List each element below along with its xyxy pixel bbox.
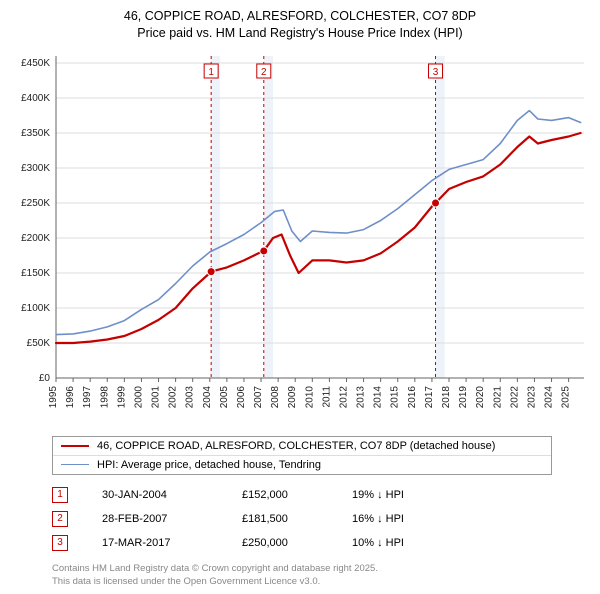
legend-label: 46, COPPICE ROAD, ALRESFORD, COLCHESTER,… (97, 440, 495, 452)
svg-text:2000: 2000 (133, 385, 144, 408)
svg-text:2019: 2019 (458, 385, 469, 408)
title-line-1: 46, COPPICE ROAD, ALRESFORD, COLCHESTER,… (10, 8, 590, 25)
event-date: 30-JAN-2004 (102, 489, 242, 501)
title-line-2: Price paid vs. HM Land Registry's House … (10, 25, 590, 42)
svg-text:2024: 2024 (544, 385, 555, 408)
svg-text:2018: 2018 (441, 385, 452, 408)
event-delta: 19% ↓ HPI (352, 489, 552, 501)
svg-text:£350K: £350K (21, 128, 50, 139)
footer: Contains HM Land Registry data © Crown c… (52, 563, 590, 589)
svg-text:£200K: £200K (21, 233, 50, 244)
event-row: 1 30-JAN-2004£152,00019% ↓ HPI (52, 483, 552, 507)
svg-text:2025: 2025 (561, 385, 572, 408)
svg-text:2015: 2015 (390, 385, 401, 408)
svg-text:2009: 2009 (287, 385, 298, 408)
chart-svg: £0 £50K £100K £150K £200K £250K £300K £350K £400… (10, 48, 590, 428)
svg-text:2020: 2020 (475, 385, 486, 408)
footer-line-1: Contains HM Land Registry data © Crown c… (52, 563, 590, 576)
svg-text:£300K: £300K (21, 163, 50, 174)
svg-text:2: 2 (261, 67, 267, 78)
event-number-box: 3 (52, 535, 68, 551)
svg-text:£450K: £450K (21, 58, 50, 69)
event-price: £152,000 (242, 489, 352, 501)
legend-row: HPI: Average price, detached house, Tend… (53, 455, 551, 474)
events-table: 1 30-JAN-2004£152,00019% ↓ HPI 2 28-FEB-200… (52, 483, 552, 555)
svg-text:£400K: £400K (21, 93, 50, 104)
svg-text:1999: 1999 (116, 385, 127, 408)
chart-container: 46, COPPICE ROAD, ALRESFORD, COLCHESTER,… (0, 0, 600, 594)
svg-text:2001: 2001 (151, 385, 162, 408)
svg-text:1996: 1996 (65, 385, 76, 408)
event-date: 17-MAR-2017 (102, 537, 242, 549)
svg-text:2023: 2023 (526, 385, 537, 408)
svg-text:2007: 2007 (253, 385, 264, 408)
svg-text:2012: 2012 (338, 385, 349, 408)
legend-label: HPI: Average price, detached house, Tend… (97, 459, 321, 471)
svg-text:£50K: £50K (27, 338, 51, 349)
svg-text:2016: 2016 (407, 385, 418, 408)
event-date: 28-FEB-2007 (102, 513, 242, 525)
svg-text:2011: 2011 (321, 385, 332, 407)
legend-swatch (61, 445, 89, 447)
svg-text:2008: 2008 (270, 385, 281, 408)
svg-text:2017: 2017 (424, 385, 435, 408)
event-price: £181,500 (242, 513, 352, 525)
svg-text:2002: 2002 (168, 385, 179, 408)
svg-text:£150K: £150K (21, 268, 50, 279)
chart-title: 46, COPPICE ROAD, ALRESFORD, COLCHESTER,… (10, 8, 590, 42)
svg-text:2013: 2013 (356, 385, 367, 408)
svg-text:1998: 1998 (99, 385, 110, 408)
svg-text:3: 3 (433, 67, 439, 78)
svg-text:2021: 2021 (492, 385, 503, 408)
footer-line-2: This data is licensed under the Open Gov… (52, 576, 590, 589)
svg-text:1995: 1995 (48, 385, 59, 408)
event-row: 2 28-FEB-2007£181,50016% ↓ HPI (52, 507, 552, 531)
legend: 46, COPPICE ROAD, ALRESFORD, COLCHESTER,… (52, 436, 552, 475)
svg-text:£100K: £100K (21, 303, 50, 314)
svg-text:2003: 2003 (185, 385, 196, 408)
svg-text:2010: 2010 (304, 385, 315, 408)
event-price: £250,000 (242, 537, 352, 549)
event-delta: 16% ↓ HPI (352, 513, 552, 525)
legend-swatch (61, 464, 89, 465)
event-delta: 10% ↓ HPI (352, 537, 552, 549)
event-row: 3 17-MAR-2017£250,00010% ↓ HPI (52, 531, 552, 555)
chart-plot: £0 £50K £100K £150K £200K £250K £300K £350K £400… (10, 48, 590, 428)
svg-text:1: 1 (208, 67, 214, 78)
svg-text:2014: 2014 (373, 385, 384, 408)
svg-text:2004: 2004 (202, 385, 213, 408)
svg-text:2022: 2022 (509, 385, 520, 408)
svg-text:2005: 2005 (219, 385, 230, 408)
svg-text:£250K: £250K (21, 198, 50, 209)
svg-text:1997: 1997 (82, 385, 93, 408)
legend-row: 46, COPPICE ROAD, ALRESFORD, COLCHESTER,… (53, 437, 551, 455)
event-number-box: 2 (52, 511, 68, 527)
svg-text:2006: 2006 (236, 385, 247, 408)
svg-text:£0: £0 (39, 373, 51, 384)
event-number-box: 1 (52, 487, 68, 503)
